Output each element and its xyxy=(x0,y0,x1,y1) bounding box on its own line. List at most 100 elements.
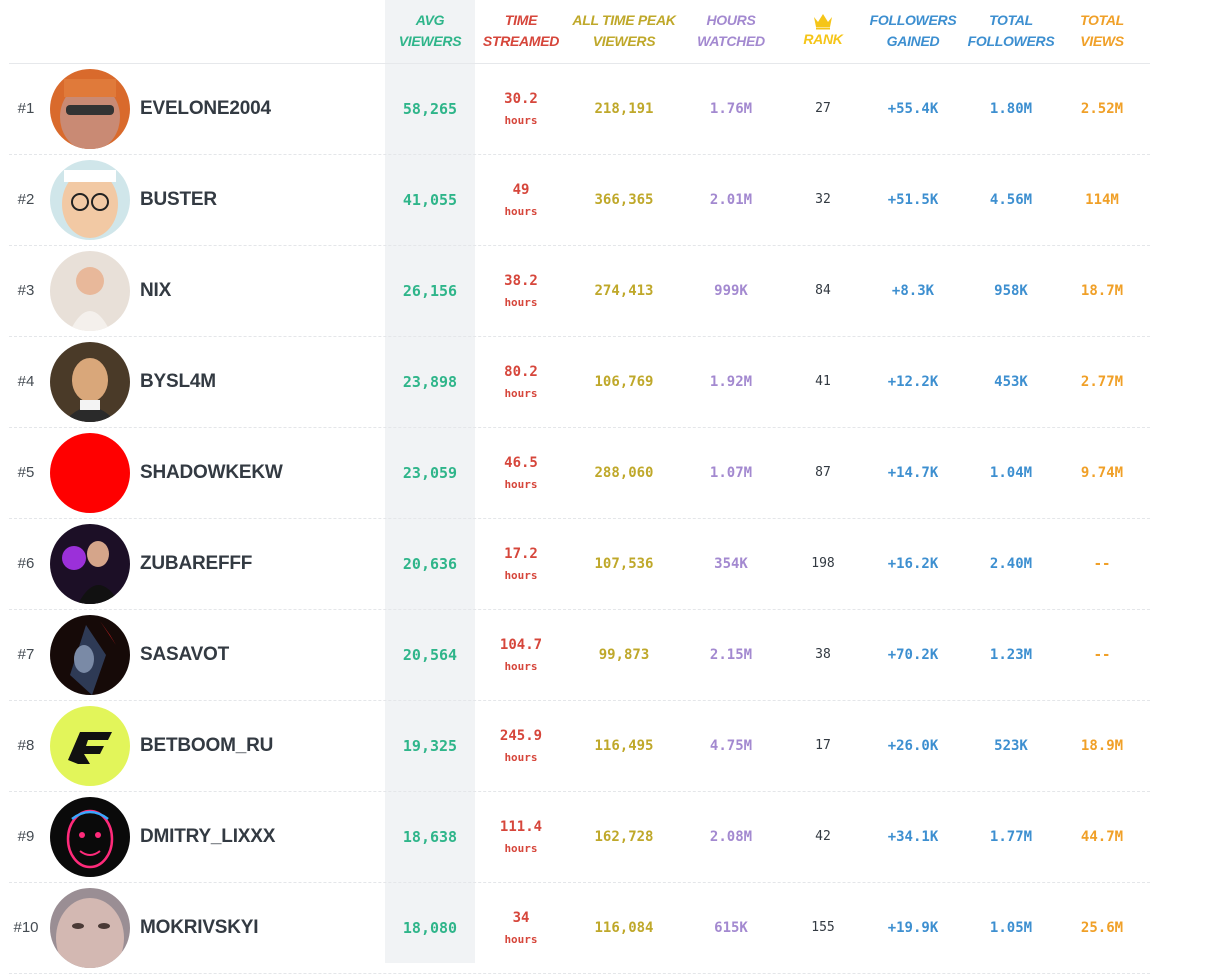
time-streamed-value: 111.4 hours xyxy=(475,792,567,882)
peak-viewers-value: 99,873 xyxy=(598,647,650,663)
header-total-views[interactable]: TOTAL VIEWS xyxy=(1061,10,1143,52)
time-streamed-number: 30.2 xyxy=(504,91,538,107)
time-streamed-number: 38.2 xyxy=(504,273,538,289)
header-avg-viewers[interactable]: AVG VIEWERS xyxy=(385,10,475,52)
avatar-photo[interactable] xyxy=(50,69,130,149)
total-followers-value: 1.80M xyxy=(989,101,1033,117)
crown-icon xyxy=(814,14,832,30)
avg-viewers-value: 23,898 xyxy=(402,373,458,391)
header-total-followers-line1: TOTAL xyxy=(989,12,1033,28)
total-followers-value: 2.40M xyxy=(989,556,1033,572)
avatar-photo[interactable] xyxy=(50,524,130,604)
row-position: #10 xyxy=(13,919,39,936)
followers-gained-value: +70.2K xyxy=(887,647,939,663)
hours-watched-value: 615K xyxy=(714,920,748,936)
time-streamed-unit: hours xyxy=(504,478,538,491)
rank-value: 17 xyxy=(815,738,831,753)
table-row[interactable]: #9 DMITRY_LIXXX 18,638 111.4 hours 162,728 2.0… xyxy=(9,792,1150,883)
hours-watched-value: 2.01M xyxy=(709,192,753,208)
total-followers-value: 4.56M xyxy=(989,192,1033,208)
rank-value: 27 xyxy=(815,101,831,116)
table-row[interactable]: #6 ZUBAREFFF 20,636 17.2 hours 107,536 354K 198… xyxy=(9,519,1150,610)
time-streamed-value: 80.2 hours xyxy=(475,337,567,427)
avatar-logo[interactable] xyxy=(50,706,130,786)
time-streamed-value: 34 hours xyxy=(475,883,567,973)
followers-gained-value: +51.5K xyxy=(887,192,939,208)
channel-name-link[interactable]: BYSL4M xyxy=(140,371,216,392)
hours-watched-value: 1.76M xyxy=(709,101,753,117)
total-followers-value: 958K xyxy=(994,283,1028,299)
header-avg-viewers-line2: VIEWERS xyxy=(398,33,462,49)
header-followers-gained[interactable]: FOLLOWERS GAINED xyxy=(865,10,961,52)
sorted-column-highlight xyxy=(385,0,475,963)
row-position: #1 xyxy=(17,100,35,117)
row-position: #2 xyxy=(17,191,35,208)
header-followers-gained-line2: GAINED xyxy=(886,33,940,49)
time-streamed-number: 104.7 xyxy=(499,637,543,653)
header-peak-viewers[interactable]: ALL TIME PEAK VIEWERS xyxy=(567,10,681,52)
header-rank-label: RANK xyxy=(803,31,843,47)
followers-gained-value: +34.1K xyxy=(887,829,939,845)
time-streamed-unit: hours xyxy=(504,569,538,582)
header-avg-viewers-line1: AVG xyxy=(415,12,445,28)
table-row[interactable]: #1 EVELONE2004 58,265 30.2 hours 218,191 1.76M… xyxy=(9,64,1150,155)
total-views-value: 2.52M xyxy=(1080,101,1124,117)
header-rank[interactable]: RANK xyxy=(781,12,865,48)
avatar-red-circle[interactable] xyxy=(50,433,130,513)
rank-value: 198 xyxy=(811,556,835,571)
avatar-cartoon[interactable] xyxy=(50,160,130,240)
header-time-streamed-line2: STREAMED xyxy=(482,33,560,49)
channel-name-link[interactable]: NIX xyxy=(140,280,172,301)
table-row[interactable]: #5 SHADOWKEKW 23,059 46.5 hours 288,060 1.07M 8… xyxy=(9,428,1150,519)
time-streamed-unit: hours xyxy=(504,296,538,309)
avatar-painting[interactable] xyxy=(50,342,130,422)
header-time-streamed[interactable]: TIME STREAMED xyxy=(475,10,567,52)
avg-viewers-value: 18,638 xyxy=(402,828,458,846)
time-streamed-unit: hours xyxy=(504,933,538,946)
total-views-value: -- xyxy=(1093,556,1111,572)
avg-viewers-value: 18,080 xyxy=(402,919,458,937)
total-views-value: 9.74M xyxy=(1080,465,1124,481)
avatar-art[interactable] xyxy=(50,615,130,695)
avatar-photo[interactable] xyxy=(50,888,130,968)
channel-name-link[interactable]: SASAVOT xyxy=(140,644,230,665)
channel-name-link[interactable]: ZUBAREFFF xyxy=(140,553,253,574)
table-row[interactable]: #3 NIX 26,156 38.2 hours 274,413 999K 84 +8.3K 95… xyxy=(9,246,1150,337)
avg-viewers-value: 41,055 xyxy=(402,191,458,209)
peak-viewers-value: 366,365 xyxy=(594,192,654,208)
table-row[interactable]: #7 SASAVOT 20,564 104.7 hours 99,873 2.15M 38 +7… xyxy=(9,610,1150,701)
row-position: #7 xyxy=(17,646,35,663)
header-hours-watched-line1: HOURS xyxy=(706,12,756,28)
time-streamed-unit: hours xyxy=(504,842,538,855)
channel-name-link[interactable]: BETBOOM_RU xyxy=(140,735,274,756)
row-position: #3 xyxy=(17,282,35,299)
hours-watched-value: 1.07M xyxy=(709,465,753,481)
time-streamed-value: 38.2 hours xyxy=(475,246,567,336)
time-streamed-unit: hours xyxy=(504,114,538,127)
channel-name-link[interactable]: BUSTER xyxy=(140,189,217,210)
channel-name-link[interactable]: MOKRIVSKYI xyxy=(140,917,259,938)
time-streamed-value: 245.9 hours xyxy=(475,701,567,791)
total-views-value: 18.9M xyxy=(1080,738,1124,754)
channel-name-link[interactable]: EVELONE2004 xyxy=(140,98,271,119)
hours-watched-value: 354K xyxy=(714,556,748,572)
time-streamed-unit: hours xyxy=(504,387,538,400)
table-row[interactable]: #2 BUSTER 41,055 49 hours 366,365 2.01M 32 +51.5… xyxy=(9,155,1150,246)
header-peak-viewers-line2: VIEWERS xyxy=(592,33,656,49)
header-total-followers[interactable]: TOTAL FOLLOWERS xyxy=(961,10,1061,52)
row-position: #6 xyxy=(17,555,35,572)
time-streamed-value: 104.7 hours xyxy=(475,610,567,700)
table-row[interactable]: #4 BYSL4M 23,898 80.2 hours 106,769 1.92M 41 +12… xyxy=(9,337,1150,428)
channel-name-link[interactable]: DMITRY_LIXXX xyxy=(140,826,276,847)
followers-gained-value: +12.2K xyxy=(887,374,939,390)
peak-viewers-value: 162,728 xyxy=(594,829,654,845)
header-hours-watched[interactable]: HOURS WATCHED xyxy=(681,10,781,52)
avatar-photo[interactable] xyxy=(50,251,130,331)
rank-value: 87 xyxy=(815,465,831,480)
avatar-neon[interactable] xyxy=(50,797,130,877)
table-row[interactable]: #8 BETBOOM_RU 19,325 245.9 hours 116,495 4.75M… xyxy=(9,701,1150,792)
channel-name-link[interactable]: SHADOWKEKW xyxy=(140,462,283,483)
table-row[interactable]: #10 MOKRIVSKYI 18,080 34 hours 116,084 615K 155… xyxy=(9,883,1150,974)
time-streamed-unit: hours xyxy=(504,751,538,764)
peak-viewers-value: 107,536 xyxy=(594,556,654,572)
